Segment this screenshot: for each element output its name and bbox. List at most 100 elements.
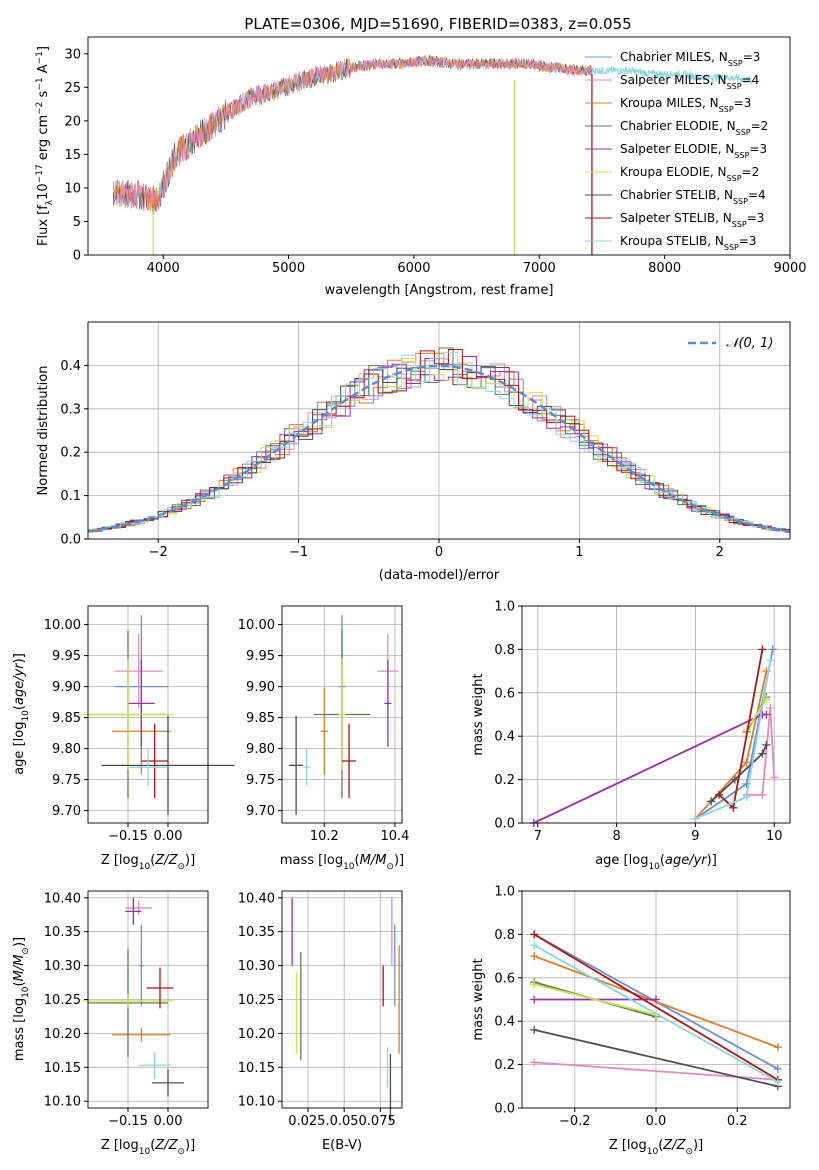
mass-vs-Z-ytick-label: 10.35 [44, 925, 81, 940]
mass-vs-EBV-ytick-label: 10.30 [238, 959, 275, 974]
weight-vs-age-point-marker [768, 645, 777, 654]
legend-entry: Salpeter STELIB, NSSP=3 [620, 211, 764, 229]
spectrum-line-chabrier-stelib [112, 54, 593, 215]
weight-vs-Z-point-marker [773, 1064, 782, 1073]
residuals-xtick-label: −2 [149, 545, 168, 560]
mass-vs-EBV-ytick-label: 10.15 [238, 1061, 275, 1076]
weight-vs-age-point-marker [691, 814, 700, 823]
spectrum-xlabel: wavelength [Angstrom, rest frame] [325, 283, 554, 298]
weight-vs-age-point-marker [762, 710, 771, 719]
spectrum-ytick-label: 0 [73, 249, 81, 264]
mass-vs-EBV-xlabel: E(B-V) [322, 1138, 362, 1153]
weight-vs-age-xtick-label: 8 [612, 829, 620, 844]
weight-vs-age-xtick-label: 7 [534, 829, 542, 844]
residuals-xlabel: (data-model)/error [379, 568, 500, 583]
weight-vs-Z-xtick-label: 0.0 [646, 1114, 667, 1129]
weight-vs-age-point-marker [770, 773, 779, 782]
mass-vs-Z-xlabel: Z [log10(Z/Z⊙)] [101, 1138, 195, 1157]
weight-vs-age-point-marker [715, 790, 724, 799]
weight-vs-Z-ytick-label: 0.0 [494, 1102, 515, 1117]
mass-vs-Z-ytick-label: 10.30 [44, 959, 81, 974]
weight-vs-Z-point-marker [530, 941, 539, 950]
age-vs-Z-ytick-label: 9.75 [52, 773, 81, 788]
mass-vs-EBV-ytick-label: 10.35 [238, 925, 275, 940]
age-vs-Z-xlabel: Z [log10(Z/Z⊙)] [101, 853, 195, 872]
residuals-ylabel: Normed distribution [36, 366, 51, 496]
weight-vs-age-series-line [694, 649, 774, 820]
mass-vs-EBV-ytick-label: 10.25 [238, 993, 275, 1008]
plot-layer: 4000 5000 6000 7000 8000 9000051015202530wave… [12, 36, 807, 1157]
weight-vs-age-ytick-label: 0.4 [494, 730, 515, 745]
age-vs-Z-ytick-label: 9.85 [52, 711, 81, 726]
mass-vs-Z-ylabel: mass [log10(M/M⊙)] [12, 937, 31, 1061]
weight-vs-Z-ytick-label: 0.4 [494, 1015, 515, 1030]
residuals-xtick-label: −1 [289, 545, 308, 560]
legend-entry: Chabrier ELODIE, NSSP=2 [620, 119, 768, 137]
weight-vs-Z-xlabel: Z [log10(Z/Z⊙)] [609, 1138, 703, 1157]
age-vs-Z-ytick-label: 9.95 [52, 649, 81, 664]
spectrum-ylabel: Flux [fλ10−17 erg cm−2 s−1 A−1] [35, 46, 55, 246]
weight-vs-age-xtick-label: 10 [766, 829, 783, 844]
legend-entry: Kroupa MILES, NSSP=3 [620, 96, 751, 114]
figure-title: PLATE=0306, MJD=51690, FIBERID=0383, z=0… [244, 15, 631, 33]
residuals-ytick-label: 0.1 [60, 489, 81, 504]
weight-vs-Z-series-line [533, 983, 657, 1016]
mass-vs-EBV-ytick-label: 10.10 [238, 1095, 275, 1110]
age-vs-Z-ytick-label: 9.70 [52, 804, 81, 819]
mass-vs-Z-xtick-label: 0.00 [154, 1114, 183, 1129]
mass-vs-Z-ytick-label: 10.15 [44, 1061, 81, 1076]
normal-reference-curve [87, 364, 791, 533]
residuals-xtick-label: 0 [435, 545, 443, 560]
weight-vs-Z-series-line [533, 933, 779, 1081]
spectrum-xtick-label: 6000 [397, 261, 430, 276]
mass-vs-EBV-ytick-label: 10.20 [238, 1027, 275, 1042]
age-vs-mass-ytick-label: 9.75 [246, 773, 275, 788]
weight-vs-age-ytick-label: 0.2 [494, 773, 515, 788]
weight-vs-Z-ytick-label: 1.0 [494, 885, 515, 900]
legend-entry: Kroupa ELODIE, NSSP=2 [620, 165, 759, 183]
weight-vs-Z-xtick-label: 0.2 [727, 1114, 748, 1129]
mass-vs-Z-ytick-label: 10.25 [44, 993, 81, 1008]
residual-histogram [88, 352, 790, 532]
weight-vs-Z-ytick-label: 0.6 [494, 971, 515, 986]
spectrum-xtick-label: 7000 [523, 261, 556, 276]
legend-entry: Kroupa STELIB, NSSP=3 [620, 234, 757, 252]
weight-vs-age-frame [521, 605, 791, 824]
weight-vs-Z-xtick-label: −0.2 [559, 1114, 591, 1129]
weight-vs-Z-point-marker [530, 1025, 539, 1034]
age-vs-Z-ytick-label: 9.90 [52, 680, 81, 695]
spectrum-frame [87, 36, 791, 256]
age-vs-mass-ytick-label: 9.80 [246, 742, 275, 757]
spectrum-line-salpeter-miles [112, 55, 593, 212]
legend-entry: Salpeter MILES, NSSP=4 [620, 73, 759, 91]
mass-vs-Z-xtick-label: −0.15 [108, 1114, 148, 1129]
spectrum-xtick-label: 4000 [147, 261, 180, 276]
age-vs-mass-xtick-label: 10.2 [310, 829, 339, 844]
weight-vs-Z-ytick-label: 0.8 [494, 928, 515, 943]
age-vs-mass-xlabel: mass [log10(M/M⊙)] [280, 853, 404, 872]
spectrum-ytick-label: 10 [64, 181, 81, 196]
age-vs-mass-ytick-label: 9.85 [246, 711, 275, 726]
weight-vs-Z-point-marker [530, 980, 539, 989]
weight-vs-age-xlabel: age [log10(age/yr)] [595, 853, 717, 872]
residuals-ytick-label: 0.4 [60, 359, 81, 374]
spectrum-xtick-label: 5000 [272, 261, 305, 276]
spectrum-ytick-label: 5 [73, 215, 81, 230]
age-vs-mass-ytick-label: 9.70 [246, 804, 275, 819]
mass-vs-EBV-ytick-label: 10.40 [238, 891, 275, 906]
weight-vs-Z-point-marker [773, 1077, 782, 1086]
weight-vs-age-ytick-label: 0.6 [494, 686, 515, 701]
weight-vs-age-series-line [746, 707, 776, 796]
weight-vs-Z-point-marker [530, 952, 539, 961]
mass-vs-Z-ytick-label: 10.40 [44, 891, 81, 906]
weight-vs-Z-ytick-label: 0.2 [494, 1058, 515, 1073]
age-vs-mass-ytick-label: 10.00 [238, 618, 275, 633]
age-vs-mass-ytick-label: 9.90 [246, 680, 275, 695]
weight-vs-age-point-marker [729, 803, 738, 812]
residuals-ytick-label: 0.3 [60, 402, 81, 417]
weight-vs-age-xtick-label: 9 [691, 829, 699, 844]
weight-vs-age-point-marker [766, 703, 775, 712]
weight-vs-age-point-marker [762, 740, 771, 749]
residual-histogram [88, 351, 790, 533]
